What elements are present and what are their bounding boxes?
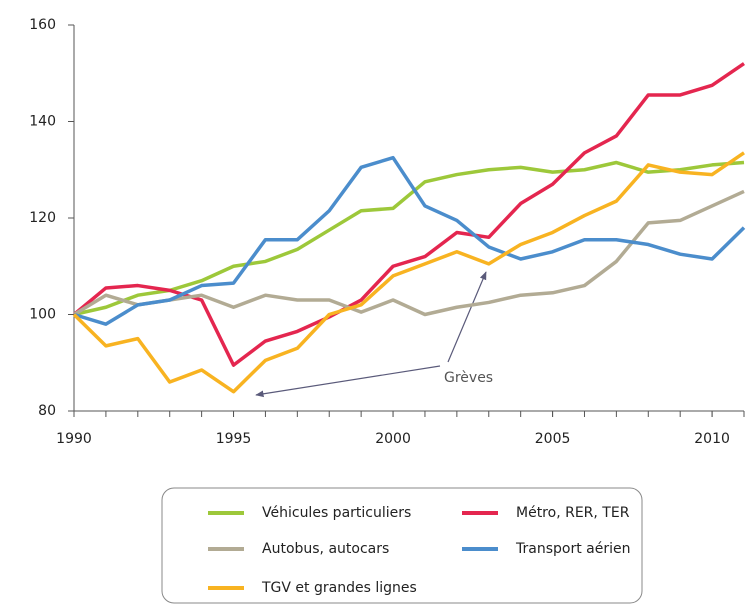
y-tick-label: 160	[29, 17, 56, 33]
x-tick-label: 2000	[375, 431, 411, 447]
annotation: Grèves	[444, 370, 493, 386]
series-line	[73, 155, 746, 326]
y-tick-label: 80	[38, 403, 56, 419]
series-line	[72, 151, 745, 394]
y-tick-label: 120	[29, 210, 56, 226]
legend-label: Transport aérien	[515, 541, 630, 557]
series-line	[73, 160, 745, 317]
legend-box	[161, 487, 643, 604]
legend-label: Métro, RER, TER	[516, 505, 630, 521]
annotation-arrow	[255, 365, 441, 398]
annotation-arrow	[447, 271, 487, 363]
y-tick-label: 140	[29, 114, 56, 130]
y-tick-label: 100	[29, 307, 56, 323]
legend-label: Autobus, autocars	[262, 541, 389, 557]
legend-label: Véhicules particuliers	[262, 505, 411, 521]
x-tick-label: 2010	[694, 431, 730, 447]
legend-label: TGV et grandes lignes	[261, 580, 417, 596]
x-tick-label: 1995	[216, 431, 252, 447]
x-tick-label: 1990	[56, 431, 92, 447]
x-tick-label: 2005	[535, 431, 571, 447]
series-line	[72, 62, 745, 367]
